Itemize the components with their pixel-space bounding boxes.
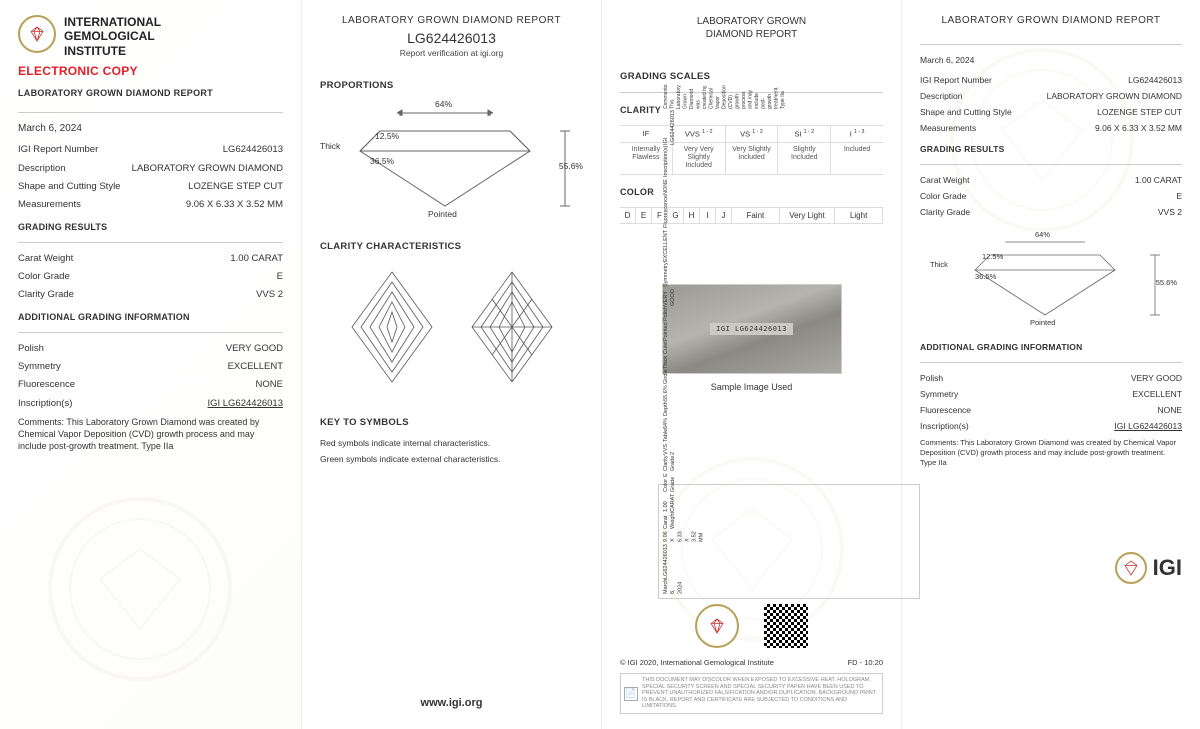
p3-footer: © IGI 2020, International Gemological In… (620, 604, 883, 714)
igi-seal-icon (18, 15, 56, 53)
scales-heading: GRADING SCALES (620, 71, 883, 82)
disclaimer-box: 📄 THIS DOCUMENT MAY DISCOLOR WHEN EXPOSE… (620, 673, 883, 714)
p4-label-depth: 55.6% (1156, 278, 1177, 287)
p4-comments: Comments: This Laboratory Grown Diamond … (920, 438, 1182, 468)
p4-kv-inscription: Inscription(s)IGI LG624426013 (920, 421, 1182, 432)
comments-text: Comments: This Laboratory Grown Diamond … (18, 416, 283, 452)
report-title: LABORATORY GROWN DIAMOND REPORT (18, 88, 283, 98)
clarity-char-heading: CLARITY CHARACTERISTICS (320, 241, 583, 252)
key-text-1: Red symbols indicate internal characteri… (320, 438, 583, 450)
panel-summary-right: LABORATORY GROWN DIAMOND REPORT March 6,… (902, 0, 1200, 729)
kv-polish: PolishVERY GOOD (18, 343, 283, 355)
document-icon: 📄 (624, 687, 638, 701)
org-name: INTERNATIONAL GEMOLOGICAL INSTITUTE (64, 15, 161, 58)
key-text-2: Green symbols indicate external characte… (320, 454, 583, 466)
p4-label-pavilion: 36.5% (975, 272, 996, 281)
kv-carat: Carat Weight1.00 CARAT (18, 253, 283, 265)
p3-title: LABORATORY GROWN DIAMOND REPORT (620, 15, 883, 41)
p4-kv-clarity: Clarity GradeVVS 2 (920, 207, 1182, 218)
label-crown-pct: 12.5% (375, 131, 399, 141)
p4-proportion-diagram: 64% 12.5% 36.5% 55.6% Thick Pointed (920, 230, 1182, 330)
lozenge-top-icon (347, 267, 437, 387)
kv-report-number: IGI Report NumberLG624426013 (18, 144, 283, 156)
kv-measurements: Measurements9.06 X 6.33 X 3.52 MM (18, 199, 283, 211)
electronic-copy-label: ELECTRONIC COPY (18, 64, 283, 78)
mini-summary-card: March 6, 2024LG624426013 9.06 X 6.33 X 3… (658, 484, 920, 599)
additional-heading: ADDITIONAL GRADING INFORMATION (18, 312, 283, 322)
fd-code: FD - 10:20 (848, 658, 883, 667)
label-depth-pct: 55.6% (559, 161, 583, 171)
kv-symmetry: SymmetryEXCELLENT (18, 361, 283, 373)
kv-clarity: Clarity GradeVVS 2 (18, 289, 283, 301)
kv-color: Color GradeE (18, 271, 283, 283)
grading-results-heading: GRADING RESULTS (18, 222, 283, 232)
p4-grading-heading: GRADING RESULTS (920, 144, 1182, 154)
p4-kv-color: Color GradeE (920, 191, 1182, 202)
p4-additional-heading: ADDITIONAL GRADING INFORMATION (920, 342, 1182, 352)
igi-seal-footer-icon (1115, 552, 1147, 584)
igi-footer-logo: IGI (1115, 552, 1182, 584)
key-symbols-heading: KEY TO SYMBOLS (320, 417, 583, 428)
label-table-pct: 64% (435, 99, 452, 109)
logo-header: INTERNATIONAL GEMOLOGICAL INSTITUTE (18, 15, 283, 58)
p4-kv-shape: Shape and Cutting StyleLOZENGE STEP CUT (920, 107, 1182, 118)
p4-kv-carat: Carat Weight1.00 CARAT (920, 175, 1182, 186)
label-pavilion-pct: 36.5% (370, 156, 394, 166)
p4-kv-report-number: IGI Report NumberLG624426013 (920, 75, 1182, 86)
p4-kv-polish: PolishVERY GOOD (920, 373, 1182, 384)
p4-date: March 6, 2024 (920, 55, 1182, 65)
p4-label-culet: Pointed (1030, 318, 1055, 327)
report-date: March 6, 2024 (18, 123, 283, 134)
p2-number: LG624426013 (320, 30, 583, 46)
kv-inscription: Inscription(s)IGI LG624426013 (18, 398, 283, 410)
panel-proportions: LABORATORY GROWN DIAMOND REPORT LG624426… (302, 0, 602, 729)
qr-code-icon (764, 604, 808, 648)
p4-label-girdle: Thick (930, 260, 948, 269)
label-girdle: Thick (320, 141, 340, 151)
p2-title: LABORATORY GROWN DIAMOND REPORT (320, 15, 583, 26)
panel-summary: INTERNATIONAL GEMOLOGICAL INSTITUTE ELEC… (0, 0, 302, 729)
label-culet: Pointed (428, 209, 457, 219)
report-page: INTERNATIONAL GEMOLOGICAL INSTITUTE ELEC… (0, 0, 1200, 729)
igi-seal-small-icon (695, 604, 739, 648)
p4-kv-measurements: Measurements9.06 X 6.33 X 3.52 MM (920, 123, 1182, 134)
lozenge-bottom-icon (467, 267, 557, 387)
p4-kv-description: DescriptionLABORATORY GROWN DIAMOND (920, 91, 1182, 102)
p4-kv-fluorescence: FluorescenceNONE (920, 405, 1182, 416)
kv-shape: Shape and Cutting StyleLOZENGE STEP CUT (18, 181, 283, 193)
p4-kv-symmetry: SymmetryEXCELLENT (920, 389, 1182, 400)
igi-text-logo: IGI (1153, 555, 1182, 581)
p4-label-crown: 12.5% (982, 252, 1003, 261)
p4-label-table: 64% (1035, 230, 1050, 239)
kv-description: DescriptionLABORATORY GROWN DIAMOND (18, 163, 283, 175)
kv-fluorescence: FluorescenceNONE (18, 379, 283, 391)
p2-verification: Report verification at igi.org (320, 48, 583, 58)
footer-url: www.igi.org (302, 697, 601, 709)
proportion-diagram: 64% 12.5% 36.5% 55.6% Thick Pointed (320, 101, 583, 221)
copyright-text: © IGI 2020, International Gemological In… (620, 658, 774, 667)
proportions-heading: PROPORTIONS (320, 80, 583, 91)
clarity-shapes (320, 267, 583, 387)
p4-title: LABORATORY GROWN DIAMOND REPORT (920, 15, 1182, 26)
